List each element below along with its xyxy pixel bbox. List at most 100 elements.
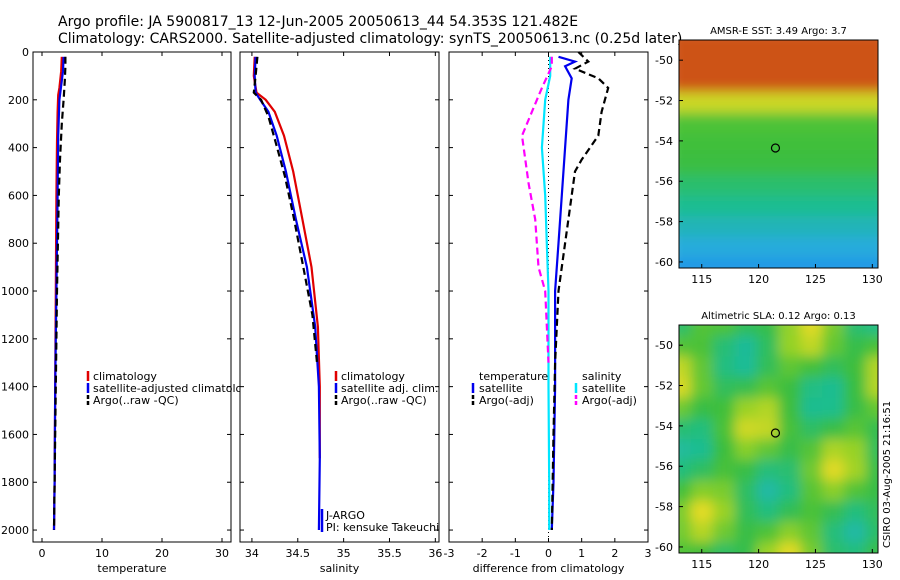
- x-tick-label: 20: [155, 547, 169, 560]
- heatmap-cell: [844, 397, 868, 420]
- heatmap-cell: [756, 542, 780, 553]
- heatmap-cell: [734, 133, 758, 155]
- heatmap-cell: [778, 257, 802, 268]
- heatmap-cell: [756, 325, 780, 337]
- heatmap-cell: [734, 195, 758, 217]
- x-tick-label: -3: [444, 547, 455, 560]
- series-line: [520, 56, 553, 363]
- x-tick-label: 1: [578, 547, 585, 560]
- heatmap-cell: [800, 356, 824, 378]
- heatmap-cell: [800, 377, 824, 399]
- heatmap-cell: [712, 521, 736, 544]
- heatmap-cell: [778, 335, 802, 358]
- heatmap-cell: [712, 418, 736, 440]
- heatmap-cell: [866, 40, 878, 52]
- heatmap-cell: [756, 501, 780, 523]
- heatmap-cell: [844, 195, 868, 217]
- heatmap-cell: [800, 542, 824, 553]
- map-panel-1: AMSR-E SST: 3.49 Argo: 3.7 -50 -52 -54 -56 -5…: [655, 26, 883, 286]
- y-tick-label: 200: [8, 94, 29, 107]
- heatmap-cell: [679, 50, 692, 73]
- heatmap-cell: [800, 216, 824, 238]
- heatmap-cell: [800, 133, 824, 155]
- y-tick-label: -50: [655, 339, 673, 352]
- heatmap-cell: [756, 439, 780, 461]
- y-tick-label: -52: [655, 380, 673, 393]
- heatmap-cell: [690, 50, 714, 73]
- heatmap-cell: [756, 154, 780, 176]
- heatmap-cell: [734, 257, 758, 268]
- heatmap-cell: [712, 216, 736, 238]
- heatmap-cell: [712, 92, 736, 114]
- heatmap-cell: [778, 501, 802, 523]
- heatmap-cell: [734, 459, 758, 482]
- x-tick-label: 35: [337, 547, 351, 560]
- heatmap-cell: [822, 459, 846, 482]
- y-tick-label: 1200: [1, 333, 29, 346]
- heatmap-cell: [679, 195, 692, 217]
- heatmap-cell: [844, 236, 868, 259]
- legend-label: satellite: [479, 382, 523, 395]
- heatmap-cell: [690, 154, 714, 176]
- x-tick-label: 130: [862, 273, 883, 286]
- heatmap-cell: [712, 236, 736, 259]
- heatmap-cell: [822, 92, 846, 114]
- heatmap-cell: [866, 397, 878, 420]
- title-line-1: Argo profile: JA 5900817_13 12-Jun-2005 …: [58, 14, 579, 30]
- heatmap-cell: [778, 195, 802, 217]
- map-frame: [678, 39, 879, 269]
- series-line: [550, 51, 610, 531]
- heatmap-cell: [690, 325, 714, 337]
- series-line: [540, 56, 552, 530]
- x-tick-label: 35.5: [377, 547, 402, 560]
- heatmap-cell: [756, 195, 780, 217]
- heatmap-cell: [756, 174, 780, 197]
- y-tick-label: -54: [655, 135, 673, 148]
- x-axis-label: temperature: [97, 562, 166, 575]
- y-tick-label: 1000: [1, 285, 29, 298]
- heatmap-cell: [844, 377, 868, 399]
- x-tick-label: 10: [95, 547, 109, 560]
- heatmap-cell: [756, 92, 780, 114]
- heatmap-cell: [778, 439, 802, 461]
- heatmap-cell: [800, 521, 824, 544]
- heatmap-cell: [690, 236, 714, 259]
- x-tick-label: 2: [611, 547, 618, 560]
- heatmap-field: [679, 40, 878, 268]
- heatmap-cell: [866, 377, 878, 399]
- y-tick-label: 1600: [1, 428, 29, 441]
- heatmap-cell: [800, 112, 824, 135]
- heatmap-cell: [734, 377, 758, 399]
- x-tick-label: 0: [545, 547, 552, 560]
- heatmap-cell: [866, 480, 878, 502]
- heatmap-cell: [712, 501, 736, 523]
- heatmap-cell: [679, 439, 692, 461]
- heatmap-cell: [844, 92, 868, 114]
- heatmap-cell: [679, 542, 692, 553]
- x-tick-label: -2: [477, 547, 488, 560]
- heatmap-cell: [756, 459, 780, 482]
- heatmap-cell: [756, 480, 780, 502]
- heatmap-cell: [844, 501, 868, 523]
- y-tick-label: -58: [655, 216, 673, 229]
- heatmap-cell: [778, 236, 802, 259]
- heatmap-cell: [822, 112, 846, 135]
- map-frame: [678, 324, 879, 554]
- heatmap-cell: [734, 356, 758, 378]
- heatmap-cell: [822, 356, 846, 378]
- legend-label: Argo(..raw -QC): [93, 394, 179, 407]
- y-tick-label: 600: [8, 189, 29, 202]
- heatmap-cell: [734, 40, 758, 52]
- heatmap-cell: [690, 397, 714, 420]
- heatmap-cell: [679, 397, 692, 420]
- heatmap-cell: [866, 154, 878, 176]
- heatmap-cell: [822, 236, 846, 259]
- heatmap-cell: [844, 356, 868, 378]
- argo-float-marker: [770, 428, 781, 438]
- heatmap-cell: [690, 257, 714, 268]
- heatmap-cell: [800, 459, 824, 482]
- heatmap-cell: [756, 50, 780, 73]
- heatmap-cell: [690, 521, 714, 544]
- heatmap-cell: [734, 50, 758, 73]
- heatmap-cell: [712, 377, 736, 399]
